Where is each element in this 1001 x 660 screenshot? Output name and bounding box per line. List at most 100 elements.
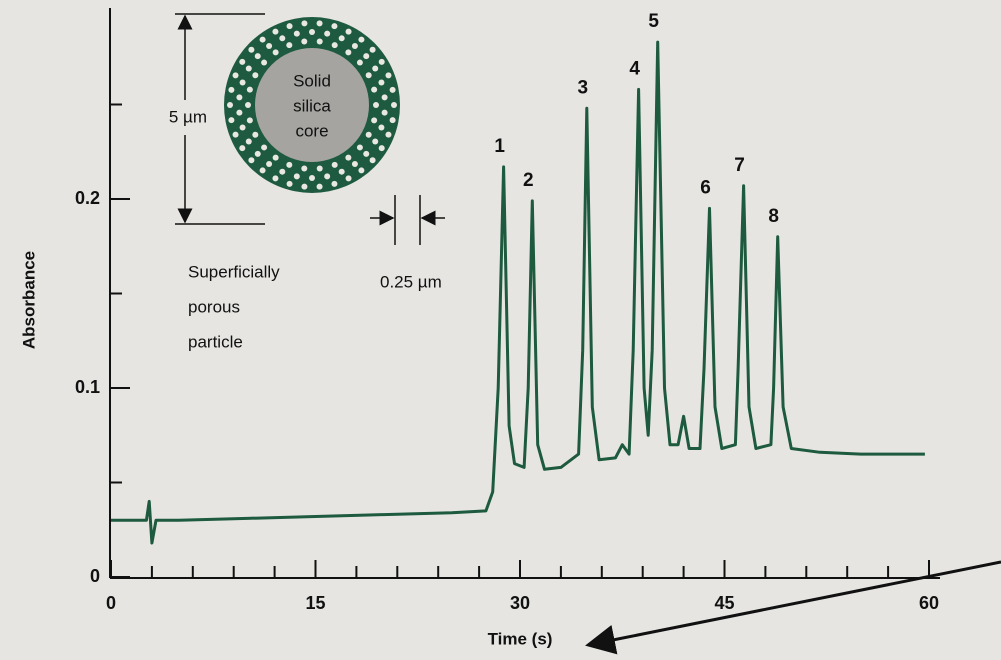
pore bbox=[331, 42, 338, 49]
pore bbox=[248, 157, 255, 164]
pore bbox=[373, 102, 379, 108]
pore bbox=[272, 49, 279, 56]
pore bbox=[369, 46, 376, 53]
pore bbox=[381, 94, 388, 101]
pore bbox=[261, 59, 268, 66]
x-tick-label: 60 bbox=[919, 593, 939, 613]
shell-label: 0.25 µm bbox=[380, 272, 442, 291]
x-tick-label: 15 bbox=[305, 593, 325, 613]
peak-label: 8 bbox=[768, 206, 779, 227]
pore bbox=[266, 42, 273, 49]
pore bbox=[293, 30, 300, 37]
x-tick-label: 45 bbox=[714, 593, 734, 613]
diameter-label: 5 µm bbox=[169, 107, 207, 126]
pore bbox=[331, 180, 338, 187]
pore bbox=[316, 38, 323, 45]
pore bbox=[248, 46, 255, 53]
pore bbox=[363, 53, 370, 60]
pore bbox=[338, 168, 345, 175]
pore bbox=[358, 36, 365, 43]
pore bbox=[286, 23, 293, 30]
pore bbox=[378, 124, 385, 131]
x-axis-label: Time (s) bbox=[488, 629, 553, 648]
pore bbox=[316, 183, 323, 190]
x-tick-label: 0 bbox=[106, 593, 116, 613]
pore bbox=[286, 180, 293, 187]
pore bbox=[239, 79, 246, 86]
core-label: core bbox=[295, 121, 328, 140]
pore bbox=[381, 109, 388, 116]
inset: Solid silica core 5 µm 0.25 µm Superfici… bbox=[169, 13, 445, 351]
pore bbox=[254, 150, 261, 157]
pore bbox=[252, 72, 259, 79]
y-tick-label: 0.2 bbox=[75, 188, 100, 208]
pore bbox=[372, 138, 379, 145]
pore bbox=[345, 154, 352, 161]
pore bbox=[371, 117, 378, 124]
pore bbox=[391, 102, 397, 108]
pore bbox=[272, 154, 279, 161]
pore bbox=[389, 86, 396, 93]
pore bbox=[261, 144, 268, 151]
pore bbox=[385, 131, 392, 138]
pore bbox=[338, 35, 345, 42]
peak-label: 7 bbox=[734, 155, 745, 176]
pore bbox=[378, 79, 385, 86]
peak-label: 5 bbox=[648, 11, 659, 32]
pore bbox=[259, 167, 266, 174]
pore bbox=[356, 59, 363, 66]
peak-label: 1 bbox=[494, 136, 505, 157]
pore bbox=[371, 86, 378, 93]
peak-label: 6 bbox=[700, 177, 711, 198]
pore bbox=[232, 72, 239, 79]
pore bbox=[331, 23, 338, 30]
pore bbox=[351, 42, 358, 49]
pore bbox=[301, 165, 308, 172]
pore bbox=[378, 145, 385, 152]
pore bbox=[301, 38, 308, 45]
pore bbox=[358, 167, 365, 174]
pore bbox=[239, 58, 246, 65]
pore bbox=[378, 58, 385, 65]
pore bbox=[272, 175, 279, 182]
arrow bbox=[585, 560, 1001, 655]
pore bbox=[324, 173, 331, 180]
pore bbox=[236, 109, 243, 116]
pore bbox=[316, 20, 323, 27]
x-tick-label: 30 bbox=[510, 593, 530, 613]
pore bbox=[309, 29, 315, 35]
pore bbox=[266, 161, 273, 168]
y-axis-label: Absorbance bbox=[19, 251, 38, 349]
pore bbox=[369, 157, 376, 164]
particle-label: porous bbox=[188, 297, 240, 316]
pore bbox=[331, 161, 338, 168]
pore bbox=[254, 53, 261, 60]
pore bbox=[389, 117, 396, 124]
pore bbox=[365, 72, 372, 79]
pore bbox=[365, 131, 372, 138]
pore bbox=[239, 145, 246, 152]
y-tick-label: 0 bbox=[90, 566, 100, 586]
core-label: Solid bbox=[293, 71, 331, 90]
pore bbox=[385, 72, 392, 79]
pore bbox=[246, 117, 253, 124]
pore bbox=[309, 175, 315, 181]
core-label: silica bbox=[293, 96, 331, 115]
pore bbox=[279, 168, 286, 175]
pore bbox=[228, 117, 235, 124]
pore bbox=[232, 131, 239, 138]
pore bbox=[227, 102, 233, 108]
pore bbox=[252, 131, 259, 138]
pore bbox=[245, 138, 252, 145]
pore bbox=[236, 94, 243, 101]
pore bbox=[356, 144, 363, 151]
pore bbox=[272, 28, 279, 35]
pore bbox=[245, 102, 251, 108]
particle-core bbox=[255, 48, 369, 162]
pore bbox=[345, 175, 352, 182]
pore bbox=[239, 124, 246, 131]
peak-label: 2 bbox=[523, 170, 534, 191]
pore bbox=[351, 161, 358, 168]
chromatogram-line bbox=[111, 40, 925, 545]
pores bbox=[227, 20, 397, 190]
